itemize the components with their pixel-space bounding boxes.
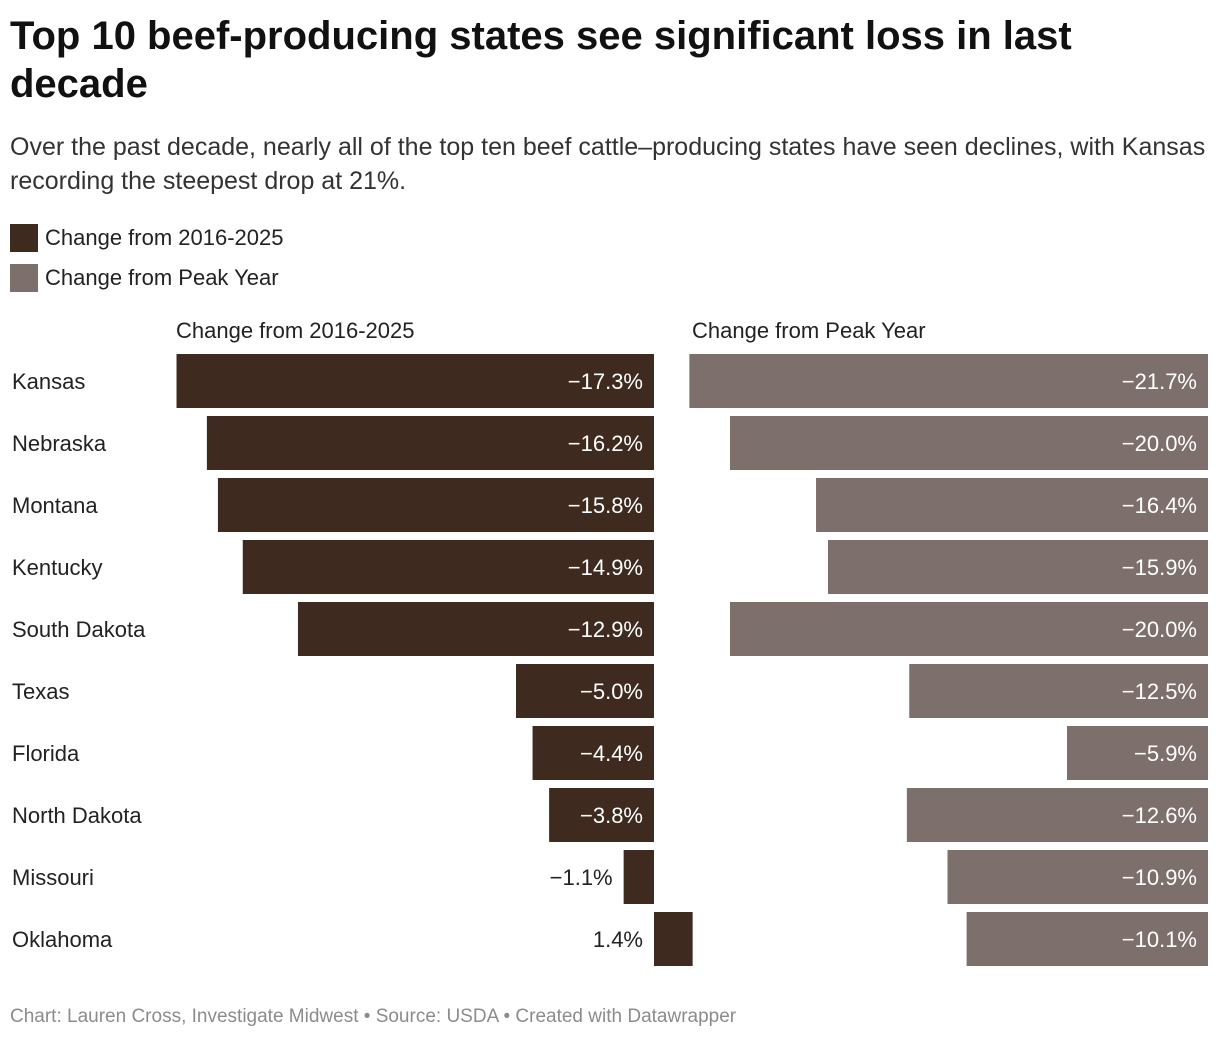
bar-change-from-peak-year-oklahoma <box>966 912 1208 966</box>
bar-change-from-2016-2025-kansas <box>176 354 654 408</box>
bar-change-from-peak-year-kansas <box>689 354 1208 408</box>
bar-chart: Change from 2016-2025 Change from Peak Ye… <box>12 318 1208 966</box>
value-label-change-from-2016-2025-florida: −4.4% <box>580 741 643 766</box>
bar-change-from-peak-year-florida <box>1066 726 1208 780</box>
bar-change-from-peak-year-nebraska <box>730 416 1208 470</box>
chart-title: Top 10 beef-producing states see signifi… <box>10 14 1072 106</box>
bar-change-from-2016-2025-south-dakota <box>297 602 654 656</box>
legend: Change from 2016-2025 Change from Peak Y… <box>10 218 284 298</box>
value-label-change-from-peak-year-south-dakota: −20.0% <box>1122 617 1197 642</box>
category-label-nebraska: Nebraska <box>12 431 107 456</box>
category-label-texas: Texas <box>12 679 69 704</box>
legend-label-peak-year: Change from Peak Year <box>45 265 279 290</box>
bar-change-from-2016-2025-florida <box>532 726 654 780</box>
value-label-change-from-2016-2025-montana: −15.8% <box>568 493 643 518</box>
value-label-change-from-peak-year-north-dakota: −12.6% <box>1122 803 1197 828</box>
value-label-change-from-2016-2025-nebraska: −16.2% <box>568 431 643 456</box>
value-label-change-from-peak-year-florida: −5.9% <box>1134 741 1197 766</box>
value-label-change-from-2016-2025-texas: −5.0% <box>580 679 643 704</box>
bar-change-from-2016-2025-north-dakota <box>549 788 654 842</box>
bar-change-from-2016-2025-missouri <box>623 850 654 904</box>
chart-subtitle: Over the past decade, nearly all of the … <box>10 133 1206 195</box>
value-label-change-from-2016-2025-missouri: −1.1% <box>550 865 613 890</box>
panel-header-change-from-2016-2025: Change from 2016-2025 <box>176 318 415 343</box>
bar-change-from-peak-year-north-dakota <box>906 788 1208 842</box>
category-label-kentucky: Kentucky <box>12 555 103 580</box>
value-label-change-from-peak-year-missouri: −10.9% <box>1122 865 1197 890</box>
category-label-montana: Montana <box>12 493 98 518</box>
value-label-change-from-peak-year-oklahoma: −10.1% <box>1122 927 1197 952</box>
bar-change-from-2016-2025-oklahoma <box>654 912 693 966</box>
bar-change-from-peak-year-montana <box>816 478 1208 532</box>
bar-change-from-2016-2025-nebraska <box>206 416 654 470</box>
category-label-oklahoma: Oklahoma <box>12 927 113 952</box>
category-label-south-dakota: South Dakota <box>12 617 146 642</box>
legend-swatch-2016-2025 <box>10 224 38 252</box>
bar-change-from-2016-2025-kentucky <box>242 540 654 594</box>
value-label-change-from-2016-2025-north-dakota: −3.8% <box>580 803 643 828</box>
value-label-change-from-peak-year-texas: −12.5% <box>1122 679 1197 704</box>
bar-change-from-peak-year-missouri <box>947 850 1208 904</box>
legend-item-2016-2025: Change from 2016-2025 <box>10 218 284 258</box>
bar-change-from-2016-2025-texas <box>516 664 654 718</box>
value-label-change-from-peak-year-montana: −16.4% <box>1122 493 1197 518</box>
value-label-change-from-2016-2025-oklahoma: 1.4% <box>593 927 643 952</box>
legend-label-2016-2025: Change from 2016-2025 <box>45 225 284 250</box>
bar-change-from-2016-2025-montana <box>217 478 655 532</box>
bar-change-from-peak-year-texas <box>909 664 1208 718</box>
bar-change-from-peak-year-south-dakota <box>730 602 1208 656</box>
legend-item-peak-year: Change from Peak Year <box>10 258 284 298</box>
bar-change-from-peak-year-kentucky <box>827 540 1208 594</box>
value-label-change-from-peak-year-kansas: −21.7% <box>1122 369 1197 394</box>
value-label-change-from-peak-year-kentucky: −15.9% <box>1122 555 1197 580</box>
legend-swatch-peak-year <box>10 264 38 292</box>
chart-footer: Chart: Lauren Cross, Investigate Midwest… <box>10 1006 737 1027</box>
category-label-north-dakota: North Dakota <box>12 803 142 828</box>
category-label-missouri: Missouri <box>12 865 94 890</box>
category-label-kansas: Kansas <box>12 369 85 394</box>
value-label-change-from-2016-2025-south-dakota: −12.9% <box>568 617 643 642</box>
value-label-change-from-peak-year-nebraska: −20.0% <box>1122 431 1197 456</box>
value-label-change-from-2016-2025-kansas: −17.3% <box>568 369 643 394</box>
category-label-florida: Florida <box>12 741 80 766</box>
value-label-change-from-2016-2025-kentucky: −14.9% <box>568 555 643 580</box>
panel-header-change-from-peak-year: Change from Peak Year <box>692 318 926 343</box>
